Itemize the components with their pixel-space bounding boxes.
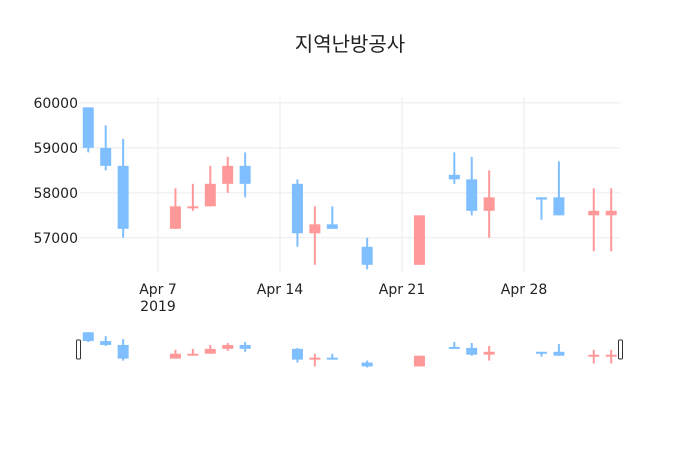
candle[interactable] [326,353,338,360]
candle[interactable] [117,339,129,361]
candle[interactable] [82,107,94,153]
candle[interactable] [117,138,129,238]
candle[interactable] [239,342,251,352]
x-tick-label: Apr 28 [501,282,547,298]
chart-title: 지역난방공사 [294,32,406,56]
x-tick-label: Apr 7 [139,282,177,298]
y-tick-label: 60000 [33,96,78,112]
candle[interactable] [483,170,495,238]
range-slider-left-handle[interactable] [76,339,81,360]
candle[interactable] [448,152,460,184]
candle[interactable] [553,343,565,356]
candle[interactable] [326,206,338,229]
candle[interactable] [187,183,199,211]
x-tick-label: Apr 14 [257,282,304,298]
candle[interactable] [605,188,617,252]
candle[interactable] [605,349,617,364]
x-tick-label: Apr 21 [379,282,425,298]
candle[interactable] [100,125,112,171]
candle[interactable] [466,342,478,356]
candle[interactable] [466,156,478,216]
y-tick-label: 58000 [33,186,78,202]
x-tick-label: 2019 [140,299,176,315]
candle[interactable] [483,345,495,361]
candle[interactable] [448,342,460,349]
candle[interactable] [309,353,321,367]
candle[interactable] [361,237,373,270]
candle[interactable] [588,349,600,364]
candle[interactable] [535,197,547,220]
candle[interactable] [291,347,303,363]
candle[interactable] [309,206,321,265]
y-tick-label: 59000 [33,141,78,157]
candle[interactable] [413,355,425,367]
candle[interactable] [535,351,547,357]
candle[interactable] [222,156,234,193]
grid-lines [80,97,620,272]
candle[interactable] [239,152,251,198]
y-axis: 57000 58000 59000 60000 [33,96,78,247]
range-slider[interactable] [76,332,623,368]
candle[interactable] [413,215,425,265]
candle[interactable] [553,161,565,216]
candle[interactable] [204,165,216,207]
y-tick-label: 57000 [33,231,78,247]
candle[interactable] [100,336,112,346]
candle[interactable] [82,332,94,343]
candle[interactable] [169,188,181,229]
candle[interactable] [222,342,234,351]
candle[interactable] [187,348,199,356]
candle[interactable] [204,344,216,354]
candle[interactable] [361,360,373,368]
range-slider-right-handle[interactable] [618,339,623,360]
candle[interactable] [588,188,600,252]
candle[interactable] [291,179,303,247]
candle[interactable] [169,349,181,359]
candles[interactable] [82,107,617,270]
